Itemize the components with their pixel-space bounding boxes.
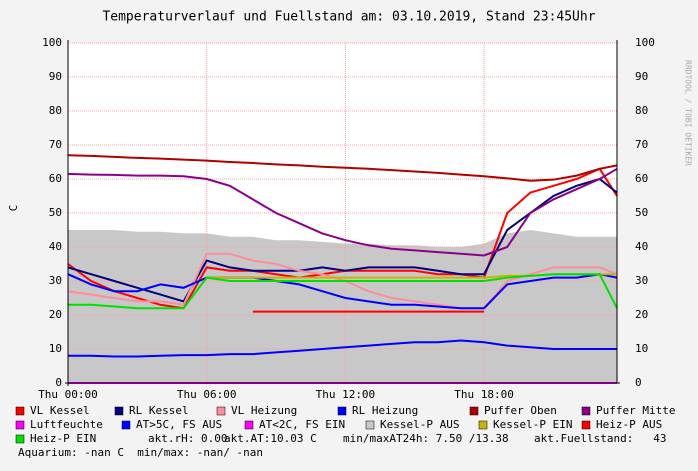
legend-label: Puffer Oben — [484, 404, 557, 417]
line — [67, 154, 618, 182]
y-tick-label: 80 — [49, 104, 62, 117]
y-tick-label-right: 90 — [635, 70, 648, 83]
legend-swatch — [216, 406, 226, 416]
x-tick-label: Thu 06:00 — [177, 388, 237, 401]
legend-swatch — [15, 434, 25, 444]
y-tick-label: 50 — [49, 206, 62, 219]
footer-text: min/maxAT24h: 7.50 /13.38 — [343, 432, 509, 445]
y-tick-label: 0 — [55, 376, 62, 389]
y-tick-label-right: 50 — [635, 206, 648, 219]
x-tick-label: Thu 00:00 — [38, 388, 98, 401]
y-tick-label-right: 80 — [635, 104, 648, 117]
y-tick-label: 10 — [49, 342, 62, 355]
y-tick-label: 90 — [49, 70, 62, 83]
legend-swatch — [244, 420, 254, 430]
y-tick-label-right: 40 — [635, 240, 648, 253]
legend-label: RL Kessel — [129, 404, 189, 417]
legend-swatch — [121, 420, 131, 430]
legend-swatch — [365, 420, 375, 430]
y-tick-label: 40 — [49, 240, 62, 253]
y-tick-label-right: 60 — [635, 172, 648, 185]
watermark: RRDTOOL / TOBI OETIKER — [684, 60, 693, 166]
legend-label: Kessel-P EIN — [493, 418, 572, 431]
x-tick-label: Thu 18:00 — [454, 388, 514, 401]
legend-label: Heiz-P EIN — [30, 432, 96, 445]
legend-swatch — [15, 420, 25, 430]
legend-label: Luftfeuchte — [30, 418, 103, 431]
line — [68, 273, 618, 310]
legend-swatch — [469, 406, 479, 416]
footer-text: akt.Fuellstand: 43 — [534, 432, 666, 445]
legend-swatch — [15, 406, 25, 416]
y-tick-label-right: 0 — [635, 376, 642, 389]
y-tick-label-right: 70 — [635, 138, 648, 151]
legend-swatch — [478, 420, 488, 430]
y-tick-label-right: 100 — [635, 36, 655, 49]
y-axis-label: C — [7, 205, 20, 212]
legend-swatch — [581, 406, 591, 416]
y-tick-label: 100 — [42, 36, 62, 49]
line — [68, 339, 617, 358]
y-tick-label: 30 — [49, 274, 62, 287]
legend-swatch — [114, 406, 124, 416]
y-tick-label: 60 — [49, 172, 62, 185]
legend-swatch — [581, 420, 591, 430]
legend-label: AT<2C, FS EIN — [259, 418, 345, 431]
legend-label: Puffer Mitte — [596, 404, 675, 417]
y-tick-label: 70 — [49, 138, 62, 151]
legend-label: RL Heizung — [352, 404, 418, 417]
x-tick-label: Thu 12:00 — [316, 388, 376, 401]
footer-text: akt.rH: 0.00 — [148, 432, 227, 445]
footer-text: Aquarium: -nan C min/max: -nan/ -nan — [18, 446, 263, 459]
y-tick-label-right: 30 — [635, 274, 648, 287]
footer-text: akt.AT:10.03 C — [224, 432, 317, 445]
legend-swatch — [337, 406, 347, 416]
legend-label: AT>5C, FS AUS — [136, 418, 222, 431]
legend-label: Heiz-P AUS — [596, 418, 662, 431]
y-tick-label-right: 10 — [635, 342, 648, 355]
chart-title: Temperaturverlauf und Fuellstand am: 03.… — [102, 10, 595, 25]
line — [67, 273, 618, 310]
legend-label: VL Heizung — [231, 404, 297, 417]
legend-label: VL Kessel — [30, 404, 90, 417]
area — [68, 230, 617, 383]
line — [67, 167, 618, 257]
y-tick-label: 20 — [49, 308, 62, 321]
legend-label: Kessel-P AUS — [380, 418, 459, 431]
y-tick-label-right: 20 — [635, 308, 648, 321]
